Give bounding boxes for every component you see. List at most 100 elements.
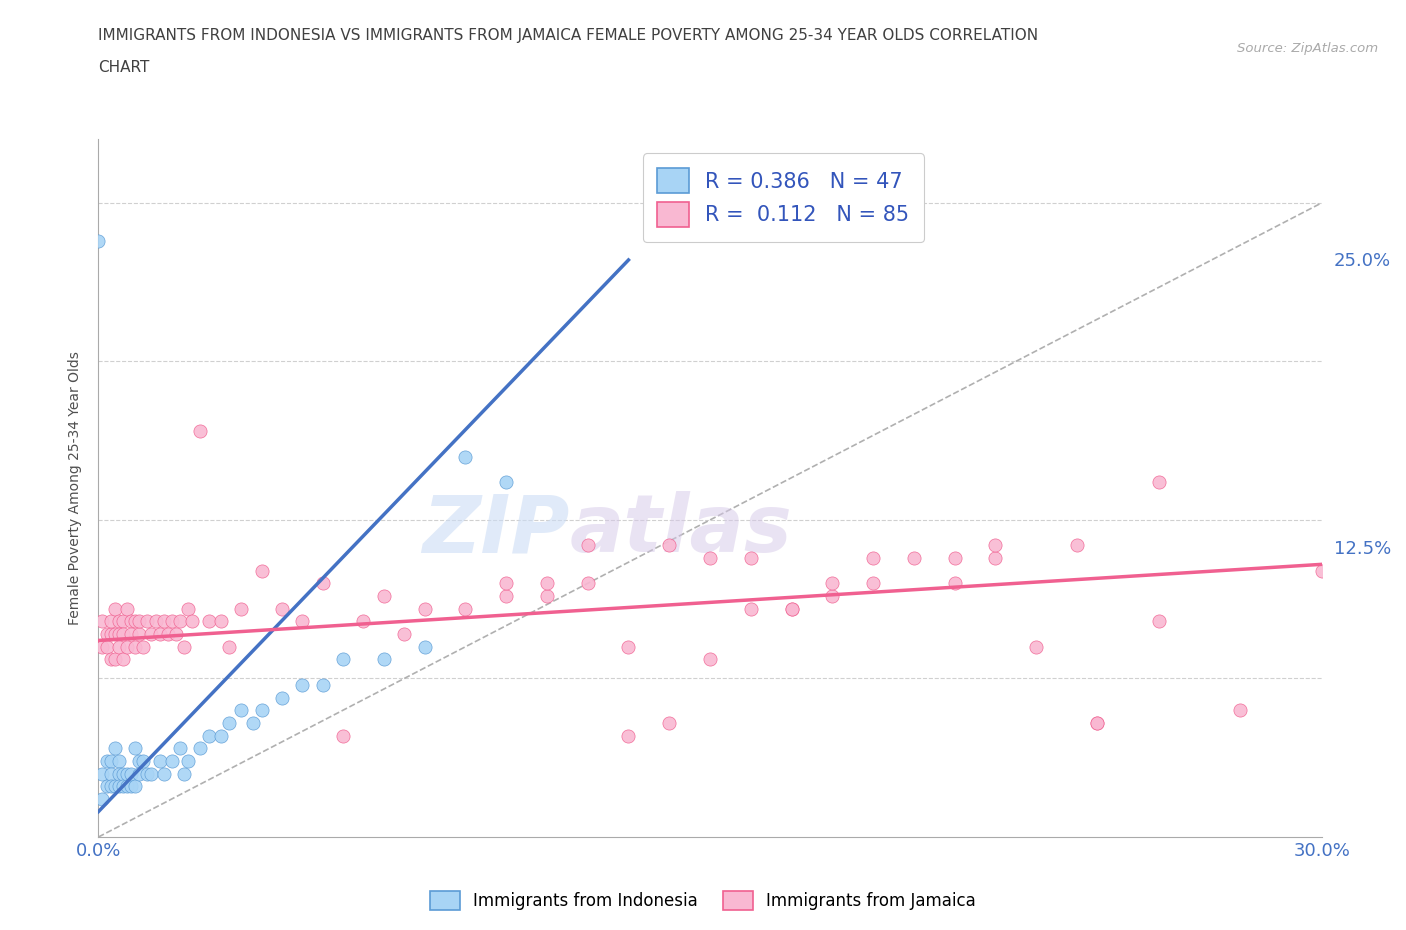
Point: [780, 602, 803, 617]
Legend: Immigrants from Indonesia, Immigrants from Jamaica: Immigrants from Indonesia, Immigrants fr…: [423, 884, 983, 917]
Point: [188, 741, 212, 756]
Point: [141, 627, 163, 642]
Point: [1147, 614, 1170, 629]
Point: [250, 703, 273, 718]
Point: [111, 778, 134, 793]
Point: [104, 602, 127, 617]
Point: [984, 551, 1007, 565]
Text: 12.5%: 12.5%: [1334, 539, 1391, 558]
Point: [312, 677, 335, 692]
Point: [1085, 715, 1108, 730]
Point: [373, 652, 395, 667]
Point: [658, 538, 681, 552]
Point: [617, 728, 640, 743]
Point: [169, 614, 191, 629]
Point: [111, 652, 134, 667]
Point: [108, 639, 131, 654]
Point: [108, 766, 131, 781]
Point: [124, 639, 146, 654]
Point: [177, 602, 200, 617]
Point: [149, 753, 172, 768]
Point: [943, 576, 966, 591]
Point: [136, 766, 159, 781]
Point: [332, 728, 354, 743]
Point: [536, 576, 558, 591]
Point: [352, 614, 374, 629]
Point: [91, 766, 114, 781]
Point: [454, 602, 477, 617]
Point: [160, 753, 183, 768]
Point: [188, 424, 212, 439]
Point: [128, 766, 150, 781]
Point: [96, 639, 118, 654]
Point: [100, 614, 122, 629]
Point: [373, 589, 395, 604]
Point: [108, 614, 131, 629]
Point: [100, 652, 122, 667]
Point: [152, 766, 174, 781]
Point: [120, 627, 142, 642]
Point: [250, 564, 273, 578]
Point: [1066, 538, 1088, 552]
Point: [312, 576, 335, 591]
Point: [100, 753, 122, 768]
Point: [658, 715, 681, 730]
Point: [96, 778, 118, 793]
Point: [104, 778, 127, 793]
Point: [173, 766, 195, 781]
Point: [218, 639, 240, 654]
Point: [132, 639, 155, 654]
Point: [124, 741, 146, 756]
Text: CHART: CHART: [98, 60, 150, 75]
Point: [495, 474, 517, 489]
Point: [576, 538, 599, 552]
Point: [124, 614, 146, 629]
Point: [100, 627, 122, 642]
Point: [96, 753, 118, 768]
Point: [903, 551, 925, 565]
Point: [392, 627, 416, 642]
Point: [91, 791, 114, 806]
Point: [177, 753, 200, 768]
Point: [821, 576, 844, 591]
Legend: R = 0.386   N = 47, R =  0.112   N = 85: R = 0.386 N = 47, R = 0.112 N = 85: [643, 153, 924, 242]
Point: [197, 614, 219, 629]
Point: [1025, 639, 1047, 654]
Point: [495, 576, 517, 591]
Point: [740, 551, 762, 565]
Point: [160, 614, 183, 629]
Point: [413, 639, 436, 654]
Point: [152, 614, 174, 629]
Point: [209, 614, 232, 629]
Point: [115, 778, 138, 793]
Point: [780, 602, 803, 617]
Point: [111, 614, 134, 629]
Point: [165, 627, 187, 642]
Point: [699, 652, 721, 667]
Point: [231, 703, 253, 718]
Point: [209, 728, 232, 743]
Point: [862, 576, 884, 591]
Point: [1085, 715, 1108, 730]
Point: [576, 576, 599, 591]
Point: [1147, 474, 1170, 489]
Text: atlas: atlas: [569, 491, 792, 569]
Point: [156, 627, 179, 642]
Point: [136, 614, 159, 629]
Point: [128, 753, 150, 768]
Point: [115, 766, 138, 781]
Point: [1310, 564, 1333, 578]
Point: [115, 602, 138, 617]
Point: [124, 778, 146, 793]
Point: [270, 602, 294, 617]
Point: [291, 614, 314, 629]
Point: [197, 728, 219, 743]
Point: [111, 766, 134, 781]
Point: [740, 602, 762, 617]
Point: [104, 652, 127, 667]
Text: Source: ZipAtlas.com: Source: ZipAtlas.com: [1237, 42, 1378, 55]
Point: [100, 766, 122, 781]
Point: [617, 639, 640, 654]
Point: [984, 538, 1007, 552]
Point: [218, 715, 240, 730]
